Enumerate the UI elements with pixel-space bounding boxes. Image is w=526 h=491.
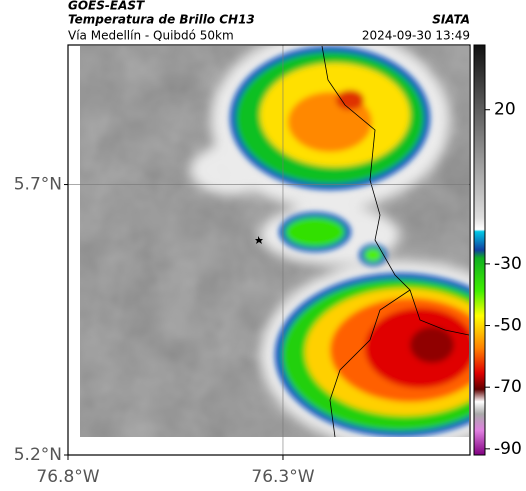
title: Temperatura de Brillo CH13 [68,13,255,27]
colorbar-tick-label: -90 [494,439,522,459]
x-tick-label: 76.3°W [251,467,314,487]
imagery [80,46,469,437]
colorbar-tick-label: -30 [494,254,522,274]
x-tick-label: 76.8°W [36,467,99,487]
y-tick-label: 5.2°N [14,445,62,465]
colorbar [473,44,486,456]
colorbar-tick-label: -50 [494,316,522,336]
timestamp: 2024-09-30 13:49 [362,29,470,43]
colorbar-tick-label: 20 [494,100,516,120]
source: SIATA [432,13,470,27]
y-tick-label: 5.7°N [14,175,62,195]
subtitle: Vía Medellín - Quibdó 50km [68,29,234,43]
colorbar-tick-label: -70 [494,377,522,397]
map-frame [67,44,471,456]
product: GOES-EAST [68,0,145,13]
